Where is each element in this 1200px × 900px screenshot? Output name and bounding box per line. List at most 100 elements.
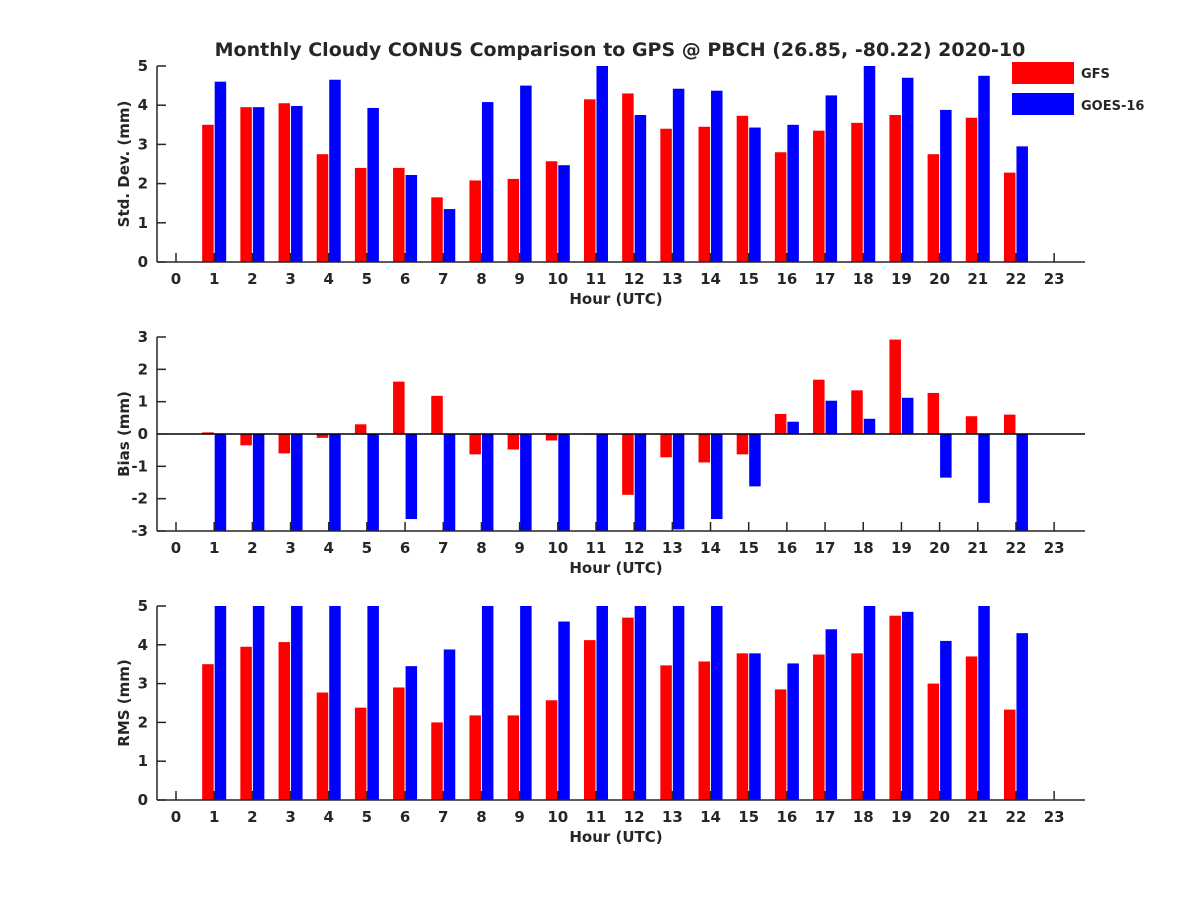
rms-bar-gfs-4 [316, 692, 329, 800]
rms-bar-goes16-22 [1016, 633, 1028, 800]
bias-bar-gfs-14 [698, 434, 711, 463]
bias-bar-gfs-7 [431, 395, 443, 434]
rms-x-tick-label: 12 [624, 808, 645, 826]
bias-y-tick-label: 3 [138, 328, 148, 346]
rms-x-tick-label: 22 [1006, 808, 1027, 826]
legend-swatch-goes16 [1012, 93, 1074, 115]
stddev-x-tick-label: 4 [324, 270, 334, 288]
rms-bar-goes16-5 [367, 606, 379, 800]
rms-bar-gfs-20 [927, 683, 940, 800]
bias-y-axis-label: Bias (mm) [115, 391, 133, 477]
rms-bar-gfs-10 [545, 700, 558, 800]
rms-x-tick-label: 23 [1044, 808, 1065, 826]
bias-x-tick-label: 3 [285, 539, 295, 557]
bias-x-tick-label: 14 [700, 539, 721, 557]
stddev-bar-gfs-5 [354, 167, 367, 262]
bias-bar-goes16-13 [672, 434, 685, 530]
stddev-bar-gfs-2 [240, 107, 252, 262]
rms-bar-gfs-11 [583, 640, 596, 800]
stddev-y-axis-label: Std. Dev. (mm) [115, 101, 133, 228]
rms-y-axis-label: RMS (mm) [115, 659, 133, 746]
stddev-bar-goes16-20 [940, 109, 952, 263]
rms-bar-goes16-11 [596, 606, 608, 800]
stddev-bar-goes16-13 [672, 88, 685, 263]
bias-x-tick-label: 22 [1006, 539, 1027, 557]
stddev-bar-gfs-19 [889, 115, 901, 262]
rms-bar-goes16-21 [978, 606, 990, 800]
stddev-x-tick-label: 5 [362, 270, 372, 288]
rms-bar-gfs-1 [202, 664, 214, 800]
bias-x-tick-label: 11 [586, 539, 607, 557]
stddev-x-tick-label: 2 [247, 270, 257, 288]
legend-label-gfs: GFS [1081, 67, 1110, 82]
bias-x-tick-label: 13 [662, 539, 683, 557]
rms-bar-goes16-12 [634, 606, 647, 800]
bias-bar-goes16-14 [711, 434, 723, 520]
bias-bar-goes16-19 [901, 397, 914, 434]
rms-x-tick-label: 17 [815, 808, 836, 826]
bias-bar-gfs-8 [469, 434, 481, 455]
rms-bar-gfs-6 [393, 687, 405, 800]
stddev-y-tick-label: 0 [138, 253, 148, 271]
stddev-bar-goes16-17 [825, 95, 838, 263]
bias-x-tick-label: 10 [547, 539, 568, 557]
stddev-bar-gfs-17 [813, 130, 825, 262]
stddev-x-tick-label: 3 [285, 270, 295, 288]
rms-bar-gfs-17 [813, 654, 825, 800]
bias-bar-gfs-5 [354, 424, 367, 434]
rms-bar-gfs-2 [240, 646, 252, 800]
rms-x-tick-label: 0 [171, 808, 181, 826]
bias-x-tick-label: 17 [815, 539, 836, 557]
stddev-bar-goes16-14 [711, 90, 723, 262]
rms-bar-goes16-8 [481, 606, 494, 800]
rms-bar-goes16-18 [863, 606, 876, 800]
bias-bar-gfs-4 [316, 434, 329, 438]
bias-x-tick-label: 15 [738, 539, 759, 557]
rms-x-tick-label: 19 [891, 808, 912, 826]
rms-bar-goes16-2 [252, 606, 265, 800]
stddev-x-axis-label: Hour (UTC) [569, 290, 662, 308]
stddev-bar-goes16-1 [214, 81, 227, 263]
rms-y-tick-label: 1 [138, 752, 148, 770]
stddev-y-tick-label: 2 [138, 175, 148, 193]
bias-x-tick-label: 12 [624, 539, 645, 557]
stddev-x-tick-label: 17 [815, 270, 836, 288]
bias-bar-goes16-12 [634, 434, 647, 531]
rms-bar-gfs-16 [774, 689, 787, 800]
bias-y-tick-label: 1 [138, 393, 148, 411]
stddev-bar-goes16-22 [1016, 146, 1028, 262]
stddev-bar-gfs-22 [1003, 172, 1016, 262]
stddev-bar-goes16-12 [634, 115, 647, 262]
stddev-bar-gfs-8 [469, 180, 481, 262]
rms-bar-gfs-8 [469, 715, 481, 800]
bias-bar-gfs-19 [889, 339, 901, 434]
rms-x-tick-label: 3 [285, 808, 295, 826]
rms-bar-gfs-13 [660, 665, 672, 800]
rms-x-tick-label: 11 [586, 808, 607, 826]
rms-x-tick-label: 15 [738, 808, 759, 826]
chart-title: Monthly Cloudy CONUS Comparison to GPS @… [215, 39, 1026, 61]
rms-x-tick-label: 10 [547, 808, 568, 826]
bias-bar-goes16-2 [252, 434, 265, 531]
bias-x-tick-label: 4 [324, 539, 334, 557]
rms-x-tick-label: 18 [853, 808, 874, 826]
rms-x-tick-label: 20 [929, 808, 950, 826]
bias-bar-gfs-21 [965, 416, 978, 434]
rms-bar-goes16-10 [558, 621, 570, 800]
rms-bar-gfs-19 [889, 615, 901, 800]
stddev-y-tick-label: 1 [138, 214, 148, 232]
bias-bar-gfs-12 [622, 434, 634, 495]
bias-bar-gfs-3 [278, 434, 291, 454]
stddev-bar-goes16-18 [863, 66, 876, 262]
bias-x-tick-label: 9 [514, 539, 524, 557]
bias-bar-goes16-17 [825, 400, 838, 434]
rms-y-tick-label: 3 [138, 675, 148, 693]
rms-x-tick-label: 16 [776, 808, 797, 826]
stddev-bar-gfs-9 [507, 178, 520, 262]
rms-x-tick-label: 2 [247, 808, 257, 826]
stddev-x-tick-label: 10 [547, 270, 568, 288]
bias-x-tick-label: 0 [171, 539, 181, 557]
stddev-bar-gfs-1 [202, 124, 214, 262]
bias-x-tick-label: 18 [853, 539, 874, 557]
stddev-bar-gfs-20 [927, 154, 940, 262]
